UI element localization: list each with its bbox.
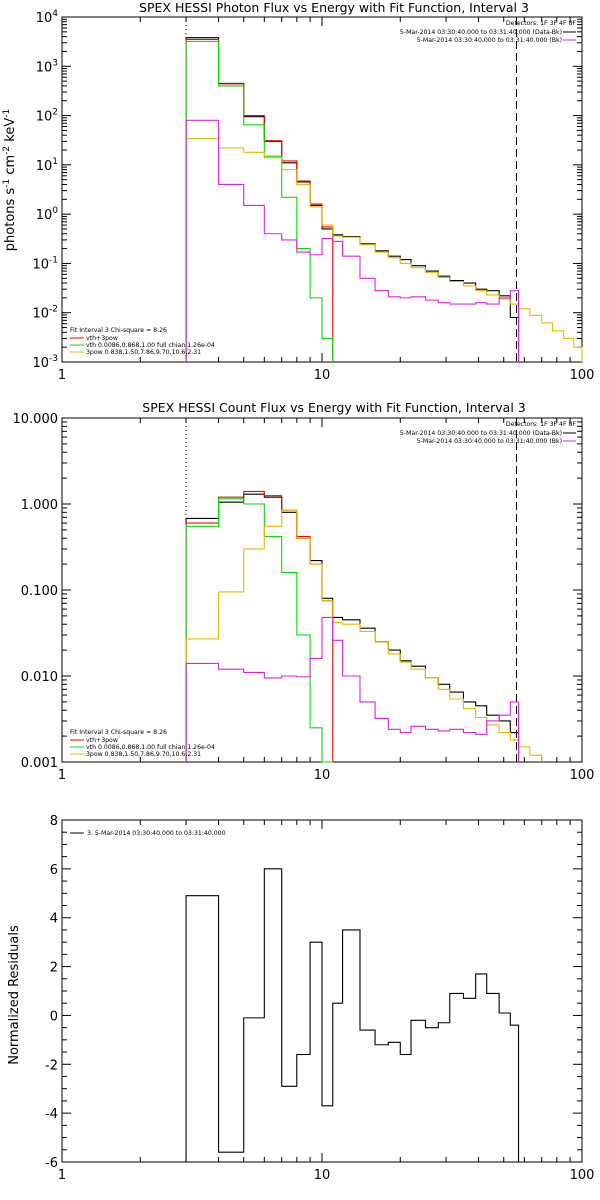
count-flux-title: SPEX HESSI Count Flux vs Energy with Fit…	[142, 400, 525, 415]
fit-entry-3pow: 3pow 0.838,1.50,7.86,9.70,10.6,2.31	[86, 751, 201, 758]
residuals-legend: 3. 5-Mar-2014 03:30:40.000 to 03:31:40.0…	[70, 830, 226, 837]
y-tick-label: -2	[45, 1058, 58, 1073]
fit-legend-header: Fit Interval 3 Chi-square = 8.26	[70, 729, 167, 736]
y-tick-label: 8	[50, 814, 58, 829]
x-tick-label: 10	[314, 368, 331, 383]
legend-entry-data-bk: 5-Mar-2014 03:30:40.000 to 03:31:40.000 …	[400, 29, 562, 36]
series-line-0	[185, 37, 520, 362]
series-line-0	[185, 868, 520, 1162]
residuals-legend-entry: 3. 5-Mar-2014 03:30:40.000 to 03:31:40.0…	[87, 830, 226, 837]
fit-entry-vth: vth 0.0086,0.868,1.00 full chian 1.26e-0…	[86, 342, 215, 349]
fit-entry-vth: vth 0.0086,0.868,1.00 full chian 1.26e-0…	[86, 744, 215, 751]
x-tick-label: 1	[58, 368, 66, 383]
y-tick-label: 100	[36, 206, 59, 223]
count-flux-legend: Detectors: 1F 3F 4F 8F 5-Mar-2014 03:30:…	[400, 421, 577, 445]
x-tick-label: 100	[570, 768, 595, 783]
y-tick-label: 10-1	[32, 255, 58, 272]
y-tick-label: -6	[45, 1156, 58, 1171]
y-tick-label: 0.010	[21, 670, 58, 685]
ylabel-part3: keV	[3, 118, 18, 146]
y-tick-label: 4	[50, 912, 58, 927]
residuals-panel: Normalized Residuals 1 10 100 -6 -4 -2 0 2 4 6 8 3…	[7, 814, 594, 1183]
fit-entry-3pow: 3pow 0.838,1.50,7.86,9.70,10.6,2.31	[86, 349, 201, 356]
y-tick-label: 10.000	[13, 412, 59, 427]
x-tick-label: 1	[58, 1168, 66, 1183]
series-line-3	[185, 138, 583, 362]
series-line-3	[185, 509, 543, 762]
count-flux-panel: SPEX HESSI Count Flux vs Energy with Fit…	[13, 400, 595, 783]
y-tick-label: 1.000	[21, 498, 58, 513]
y-tick-label: -4	[45, 1107, 58, 1122]
photon-flux-legend: Detectors: 1F 3F 4F 8F 5-Mar-2014 03:30:…	[400, 20, 577, 44]
y-tick-label: 0.001	[21, 756, 58, 771]
detectors-label: Detectors: 1F 3F 4F 8F	[506, 20, 577, 27]
x-tick-label: 10	[314, 768, 331, 783]
count-flux-fit-legend: Fit Interval 3 Chi-square = 8.26 vth+3po…	[70, 729, 215, 758]
series-line-2	[185, 40, 334, 362]
fit-legend-header: Fit Interval 3 Chi-square = 8.26	[70, 327, 167, 334]
detectors-label: Detectors: 1F 3F 4F 8F	[506, 421, 577, 428]
y-tick-label: 101	[36, 157, 58, 174]
x-tick-label: 100	[570, 368, 595, 383]
legend-entry-bk: 5-Mar-2014 03:30:40.000 to 03:31:40.000 …	[417, 438, 562, 445]
y-tick-label: 6	[50, 863, 58, 878]
fit-entry-vth3pow: vth+3pow	[86, 737, 118, 744]
x-tick-label: 100	[570, 1168, 595, 1183]
y-tick-label: 0.100	[21, 584, 58, 599]
y-tick-label: 104	[36, 9, 59, 26]
legend-entry-bk: 5-Mar-2014 03:30:40.000 to 03:31:40.000 …	[417, 37, 562, 44]
legend-entry-data-bk: 5-Mar-2014 03:30:40.000 to 03:31:40.000 …	[400, 430, 562, 437]
photon-flux-ylabel: photons s-1 cm-2 keV-1	[2, 109, 18, 251]
ylabel-part1: photons s	[3, 188, 18, 252]
x-tick-label: 10	[314, 1168, 331, 1183]
y-tick-label: 0	[50, 1009, 58, 1024]
series-line-4	[185, 119, 520, 362]
ylabel-sup1: -1	[2, 179, 12, 188]
photon-flux-panel: SPEX HESSI Photon Flux vs Energy with Fi…	[2, 0, 594, 383]
x-tick-label: 1	[58, 768, 66, 783]
photon-flux-fit-legend: Fit Interval 3 Chi-square = 8.26 vth+3po…	[70, 327, 215, 356]
residuals-ylabel: Normalized Residuals	[7, 925, 22, 1065]
y-tick-label: 10-2	[32, 305, 58, 322]
ylabel-sup3: -1	[2, 109, 12, 118]
series-line-4	[185, 616, 520, 762]
y-tick-label: 2	[50, 961, 58, 976]
fit-entry-vth3pow: vth+3pow	[86, 335, 118, 342]
ylabel-part2: cm	[3, 155, 18, 179]
photon-flux-title: SPEX HESSI Photon Flux vs Energy with Fi…	[139, 0, 529, 15]
y-tick-label: 102	[36, 108, 58, 125]
ylabel-sup2: -2	[2, 146, 12, 155]
series-line-2	[185, 498, 333, 763]
y-tick-label: 10-3	[32, 354, 58, 371]
y-tick-label: 103	[36, 58, 58, 75]
